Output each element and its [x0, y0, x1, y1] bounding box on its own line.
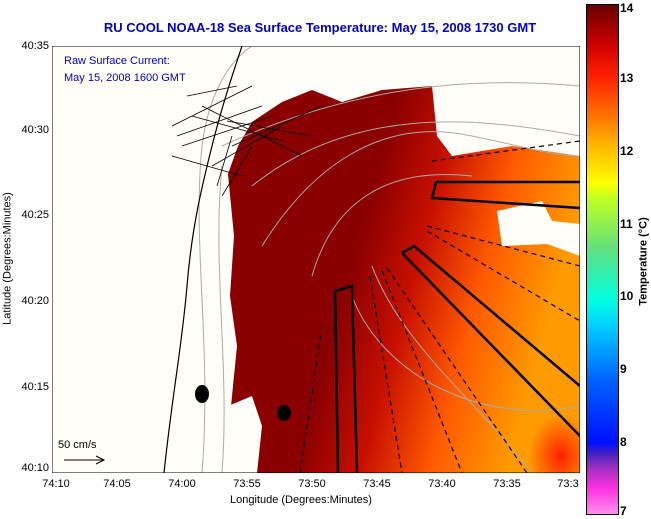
- sst-map: [52, 46, 580, 473]
- station-marker: [277, 405, 291, 421]
- warm-patch: [452, 306, 580, 473]
- surface-current-arrows: [171, 85, 323, 197]
- colorbar-tick: 9: [620, 362, 627, 376]
- colorbar-label: Temperature (°C): [637, 217, 650, 306]
- y-tick: 40:10: [21, 462, 49, 474]
- y-axis-label: Latitude (Degrees:Minutes): [1, 192, 14, 325]
- colorbar-tick: 11: [620, 217, 633, 231]
- radar-beams: [299, 140, 580, 473]
- colorbar-tick: 13: [620, 71, 634, 85]
- bathymetry-contours: [198, 46, 580, 473]
- sst-data-gap: [222, 396, 262, 473]
- x-tick: 73:50: [298, 478, 326, 490]
- x-tick: 73:45: [363, 478, 391, 490]
- map-title: RU COOL NOAA-18 Sea Surface Temperature:…: [103, 20, 537, 35]
- colorbar-tick: 10: [620, 289, 634, 303]
- coastline: [163, 46, 243, 473]
- scale-arrow-head: [95, 455, 106, 465]
- x-tick: 73:3: [557, 478, 579, 490]
- legend-line1: Raw Surface Current:: [64, 55, 170, 67]
- x-tick: 74:00: [168, 478, 196, 490]
- legend-line2: May 15, 2008 1600 GMT: [64, 72, 186, 84]
- y-tick: 40:20: [21, 295, 49, 307]
- x-tick: 73:35: [493, 478, 521, 490]
- x-tick: 73:40: [428, 478, 456, 490]
- radar-boxes: [333, 180, 580, 473]
- y-tick: 40:25: [21, 209, 49, 221]
- y-tick: 40:30: [21, 124, 49, 136]
- y-tick: 40:35: [21, 40, 49, 52]
- colorbar-tick: 14: [620, 1, 634, 15]
- station-marker: [195, 385, 209, 403]
- colorbar-tick: 8: [620, 435, 627, 449]
- x-tick: 74:10: [42, 478, 70, 490]
- x-axis-label: Longitude (Degrees:Minutes): [230, 494, 372, 506]
- scale-label: 50 cm/s: [58, 439, 97, 451]
- sst-data-gap: [497, 201, 580, 256]
- y-tick: 40:15: [21, 381, 49, 393]
- colorbar: [586, 4, 619, 515]
- x-tick: 73:55: [233, 478, 261, 490]
- x-tick: 74:05: [103, 478, 131, 490]
- colorbar-tick: 7: [620, 504, 627, 518]
- colorbar-tick: 12: [620, 144, 634, 158]
